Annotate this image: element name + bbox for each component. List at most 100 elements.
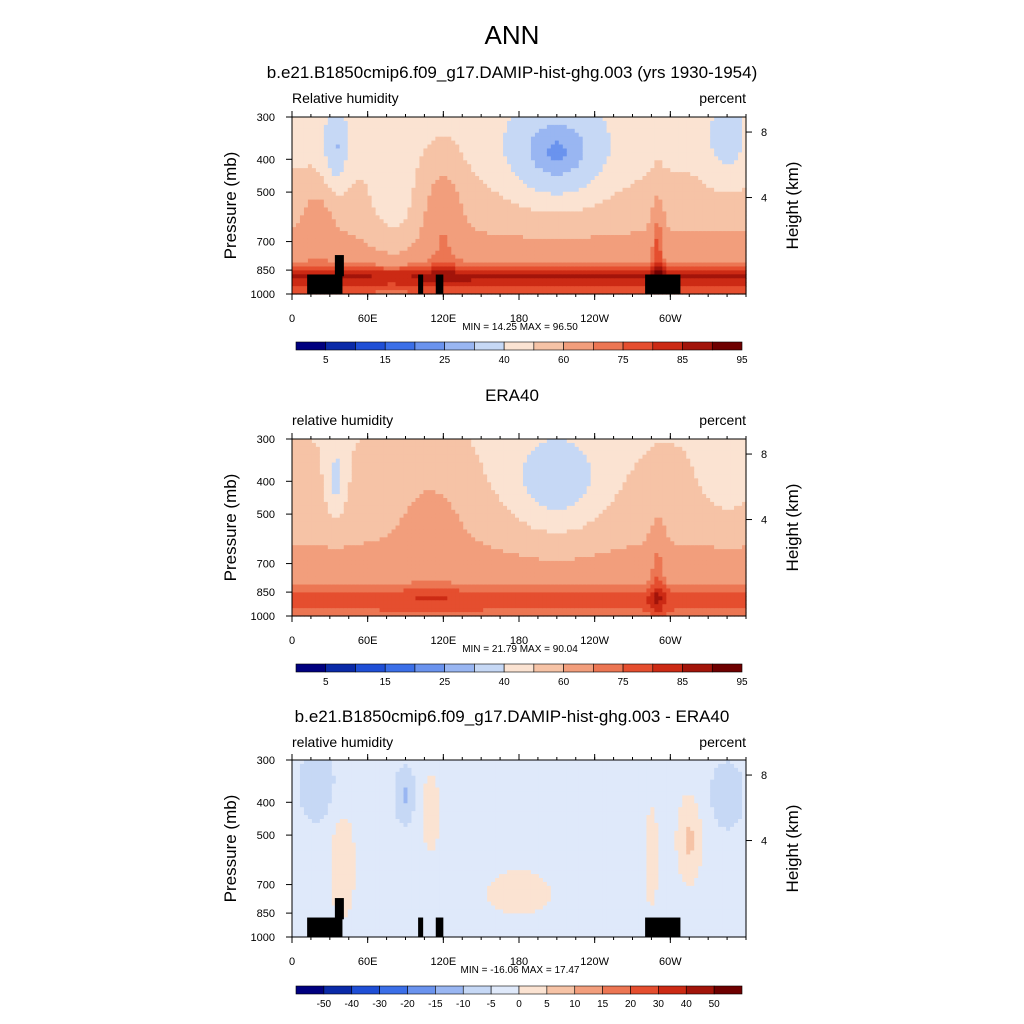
heatmap-cell xyxy=(586,262,592,268)
heatmap-cell xyxy=(642,172,648,177)
heatmap-cell xyxy=(550,203,556,209)
heatmap-cell xyxy=(347,270,353,275)
heatmap-cell xyxy=(319,124,325,130)
heatmap-cell xyxy=(662,164,667,169)
heatmap-cell xyxy=(678,282,683,287)
heatmap-cell xyxy=(307,172,313,177)
heatmap-cell xyxy=(355,168,361,173)
heatmap-cell xyxy=(706,160,711,165)
heatmap-cell xyxy=(327,152,333,157)
heatmap-cell xyxy=(526,156,532,161)
heatmap-cell xyxy=(702,128,707,134)
heatmap-cell xyxy=(299,286,305,291)
heatmap-cell xyxy=(686,191,691,197)
heatmap-cell xyxy=(487,124,492,130)
heatmap-cell xyxy=(331,136,337,142)
heatmap-cell xyxy=(718,179,723,185)
heatmap-cell xyxy=(614,258,620,264)
heatmap-cell xyxy=(423,191,428,197)
heatmap-cell xyxy=(578,120,584,126)
heatmap-cell xyxy=(511,120,516,126)
heatmap-cell xyxy=(343,242,349,248)
heatmap-cell xyxy=(582,187,588,193)
heatmap-cell xyxy=(511,191,516,197)
heatmap-cell xyxy=(650,195,655,201)
heatmap-cell xyxy=(718,278,723,283)
heatmap-cell xyxy=(395,187,401,193)
heatmap-cell xyxy=(534,227,540,232)
heatmap-cell xyxy=(451,242,456,248)
heatmap-cell xyxy=(714,238,719,244)
heatmap-cell xyxy=(674,183,679,189)
heatmap-cell xyxy=(375,136,381,142)
heatmap-cell xyxy=(467,235,472,240)
heatmap-cell xyxy=(343,219,349,224)
heatmap-cell xyxy=(415,242,421,248)
heatmap-cell xyxy=(479,152,484,157)
heatmap-cell xyxy=(558,262,564,268)
heatmap-cell xyxy=(542,250,548,256)
heatmap-cell xyxy=(658,215,663,220)
heatmap-cell xyxy=(634,282,640,287)
heatmap-cell xyxy=(375,219,381,224)
heatmap-cell xyxy=(698,191,703,197)
heatmap-cell xyxy=(307,262,313,268)
heatmap-cell xyxy=(415,211,421,216)
heatmap-cell xyxy=(455,246,460,252)
heatmap-cell xyxy=(315,124,321,130)
heatmap-cell xyxy=(435,270,440,275)
heatmap-cell xyxy=(582,128,588,134)
heatmap-cell xyxy=(507,164,512,169)
heatmap-cell xyxy=(542,235,548,240)
heatmap-cell xyxy=(403,128,409,134)
heatmap-cell xyxy=(670,195,675,201)
heatmap-cell xyxy=(323,242,329,248)
heatmap-cell xyxy=(538,242,544,248)
heatmap-cell xyxy=(379,117,385,122)
heatmap-cell xyxy=(530,286,536,291)
heatmap-cell xyxy=(387,124,393,130)
heatmap-cell xyxy=(311,148,317,153)
heatmap-cell xyxy=(598,290,604,295)
heatmap-cell xyxy=(411,128,417,134)
heatmap-cell xyxy=(295,238,301,244)
heatmap-cell xyxy=(646,168,652,173)
heatmap-cell xyxy=(542,215,548,220)
heatmap-cell xyxy=(574,152,580,157)
heatmap-cell xyxy=(610,120,616,126)
heatmap-cell xyxy=(419,187,425,193)
heatmap-cell xyxy=(335,124,341,130)
heatmap-cell xyxy=(718,128,723,134)
heatmap-cell xyxy=(722,211,727,216)
heatmap-cell xyxy=(407,203,413,209)
heatmap-cell xyxy=(686,250,691,256)
heatmap-cell xyxy=(694,238,699,244)
heatmap-cell xyxy=(626,140,632,146)
heatmap-cell xyxy=(299,168,305,173)
heatmap-cell xyxy=(451,219,456,224)
heatmap-cell xyxy=(407,262,413,268)
heatmap-cell xyxy=(690,270,695,275)
heatmap-cell xyxy=(566,231,572,236)
heatmap-cell xyxy=(419,231,425,236)
heatmap-cell xyxy=(626,132,632,138)
heatmap-cell xyxy=(511,219,516,224)
heatmap-cell xyxy=(686,246,691,252)
heatmap-cell xyxy=(690,219,695,224)
heatmap-cell xyxy=(475,207,480,212)
heatmap-cell xyxy=(419,148,425,153)
heatmap-cell xyxy=(359,168,365,173)
heatmap-cell xyxy=(315,235,321,240)
heatmap-cell xyxy=(706,254,711,260)
heatmap-cell xyxy=(594,191,600,197)
heatmap-cell xyxy=(718,211,723,216)
heatmap-cell xyxy=(634,199,640,205)
heatmap-cell xyxy=(411,238,417,244)
heatmap-cell xyxy=(311,124,317,130)
heatmap-cell xyxy=(610,156,616,161)
heatmap-cell xyxy=(626,211,632,216)
heatmap-cell xyxy=(487,270,492,275)
heatmap-cell xyxy=(491,211,496,216)
heatmap-cell xyxy=(455,219,460,224)
heatmap-cell xyxy=(586,282,592,287)
